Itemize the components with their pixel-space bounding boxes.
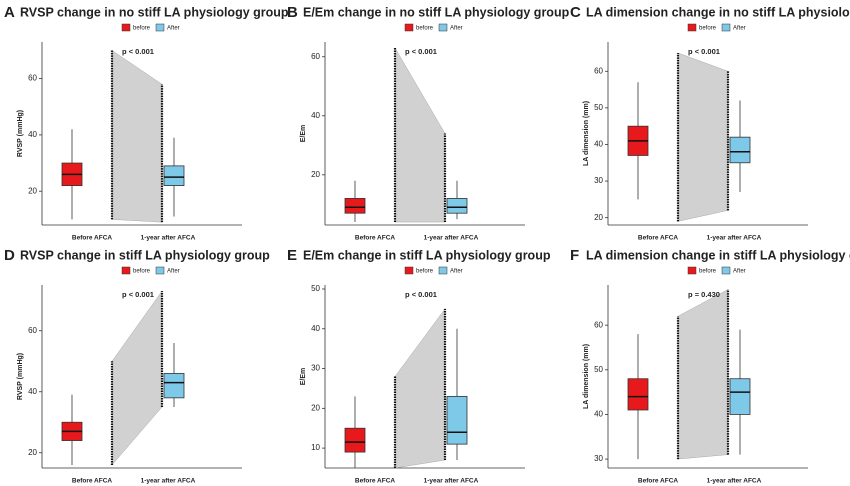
legend-label: After <box>733 269 746 275</box>
legend-label: before <box>416 269 434 275</box>
x-tick-label: 1-year after AFCA <box>424 478 479 485</box>
panel-title: LA dimension change in no stiff LA physi… <box>586 5 850 19</box>
legend-swatch <box>721 23 731 32</box>
paired-lines <box>677 52 729 222</box>
legend-swatch <box>404 23 414 32</box>
panel-letter: E <box>287 247 297 264</box>
box <box>729 136 751 164</box>
p-value: p < 0.001 <box>122 47 154 56</box>
legend-swatch <box>721 266 731 275</box>
x-tick-label: 1-year after AFCA <box>424 235 479 242</box>
y-tick-label: 20 <box>594 213 603 222</box>
paired-lines <box>111 49 163 223</box>
legend-swatch <box>438 23 448 32</box>
panel-title: E/Em change in stiff LA physiology group <box>303 248 551 262</box>
legend-swatch <box>438 266 448 275</box>
legend-swatch <box>404 266 414 275</box>
y-tick-label: 20 <box>311 170 320 179</box>
panel-letter: C <box>570 4 581 21</box>
y-tick-label: 50 <box>594 365 603 374</box>
legend-label: before <box>699 269 717 275</box>
y-tick-label: 40 <box>594 410 603 419</box>
box <box>627 378 649 411</box>
panel-letter: F <box>570 247 579 264</box>
panel-title: LA dimension change in stiff LA physiolo… <box>586 248 850 262</box>
legend-label: before <box>699 26 717 32</box>
box <box>344 427 366 453</box>
panel-letter: B <box>287 4 298 21</box>
y-axis-label: LA dimension (mm) <box>583 101 590 166</box>
legend-swatch <box>687 266 697 275</box>
y-tick-label: 30 <box>311 364 320 373</box>
p-value: p < 0.001 <box>122 290 154 299</box>
y-axis-label: RVSP (mmHg) <box>17 353 24 400</box>
legend-label: After <box>450 26 463 32</box>
p-value: p = 0.430 <box>688 290 720 299</box>
y-axis-label: LA dimension (mm) <box>583 344 590 409</box>
legend-label: After <box>167 269 180 275</box>
legend-label: before <box>133 269 151 275</box>
y-tick-label: 60 <box>594 320 603 329</box>
panel-title: RVSP change in no stiff LA physiology gr… <box>20 5 289 19</box>
panel-title: E/Em change in no stiff LA physiology gr… <box>303 5 570 19</box>
x-tick-label: 1-year after AFCA <box>707 235 762 242</box>
paired-lines <box>394 308 446 469</box>
box <box>446 395 468 445</box>
y-axis-label: E/Em <box>300 125 307 143</box>
y-tick-label: 20 <box>28 186 37 195</box>
x-tick-label: Before AFCA <box>72 235 113 242</box>
box <box>729 378 751 415</box>
panel-letter: D <box>4 247 15 264</box>
box <box>446 198 468 214</box>
legend-label: After <box>450 269 463 275</box>
y-tick-label: 60 <box>594 66 603 75</box>
legend-label: before <box>416 26 434 32</box>
p-value: p < 0.001 <box>405 47 437 56</box>
x-tick-label: Before AFCA <box>355 478 396 485</box>
legend-swatch <box>121 23 131 32</box>
p-value: p < 0.001 <box>688 47 720 56</box>
y-axis-label: E/Em <box>300 368 307 386</box>
y-tick-label: 60 <box>28 326 37 335</box>
paired-lines <box>677 289 729 460</box>
y-tick-label: 20 <box>28 448 37 457</box>
y-tick-label: 50 <box>311 284 320 293</box>
legend-swatch <box>155 23 165 32</box>
panel-letter: A <box>4 4 15 21</box>
x-tick-label: Before AFCA <box>638 478 679 485</box>
legend-label: After <box>167 26 180 32</box>
y-tick-label: 40 <box>311 324 320 333</box>
box <box>163 373 185 399</box>
y-tick-label: 10 <box>311 443 320 452</box>
y-tick-label: 30 <box>594 176 603 185</box>
y-tick-label: 60 <box>28 74 37 83</box>
x-tick-label: 1-year after AFCA <box>707 478 762 485</box>
x-tick-label: 1-year after AFCA <box>141 235 196 242</box>
legend-label: After <box>733 26 746 32</box>
p-value: p < 0.001 <box>405 290 437 299</box>
y-tick-label: 50 <box>594 103 603 112</box>
box <box>163 165 185 186</box>
legend-label: before <box>133 26 151 32</box>
y-tick-label: 40 <box>311 111 320 120</box>
x-tick-label: Before AFCA <box>355 235 396 242</box>
box <box>344 198 366 214</box>
paired-lines <box>394 46 446 223</box>
y-axis-label: RVSP (mmHg) <box>17 110 24 157</box>
x-tick-label: 1-year after AFCA <box>141 478 196 485</box>
legend-swatch <box>155 266 165 275</box>
y-tick-label: 20 <box>311 403 320 412</box>
x-tick-label: Before AFCA <box>638 235 679 242</box>
y-tick-label: 40 <box>594 140 603 149</box>
legend-swatch <box>121 266 131 275</box>
y-tick-label: 40 <box>28 130 37 139</box>
legend-swatch <box>687 23 697 32</box>
x-tick-label: Before AFCA <box>72 478 113 485</box>
paired-lines <box>111 290 163 466</box>
y-tick-label: 60 <box>311 52 320 61</box>
y-tick-label: 40 <box>28 387 37 396</box>
panel-title: RVSP change in stiff LA physiology group <box>20 248 270 262</box>
y-tick-label: 30 <box>594 454 603 463</box>
